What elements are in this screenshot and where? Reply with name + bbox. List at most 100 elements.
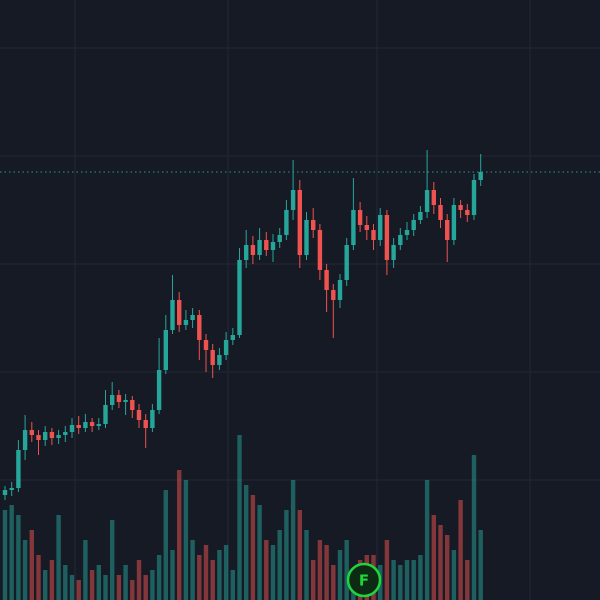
candle-body (16, 450, 21, 488)
volume-bar (398, 565, 403, 600)
candle-body (384, 215, 390, 260)
candle-layer (2, 150, 483, 500)
volume-bar (103, 575, 108, 600)
candle-body (357, 210, 363, 225)
volume-bar (404, 560, 410, 600)
volume-bar (304, 530, 309, 600)
volume-bar (123, 565, 128, 600)
candle-body (56, 435, 61, 438)
volume-bar (177, 470, 182, 600)
candle-body (331, 290, 336, 300)
candle-body (156, 370, 162, 410)
volume-bar (384, 540, 390, 600)
volume-bar (110, 520, 115, 600)
event-marker[interactable]: F (346, 562, 382, 598)
volume-bar (290, 480, 296, 600)
marker-label[interactable]: F (359, 572, 369, 590)
candle-body (22, 430, 28, 450)
volume-bar (284, 510, 289, 600)
volume-bar (89, 570, 95, 600)
candle-body (424, 190, 430, 212)
candle-body (451, 205, 457, 240)
volume-bar (411, 560, 416, 600)
volume-bar (391, 560, 396, 600)
candle-body (284, 210, 289, 235)
candle-body (83, 422, 88, 428)
candle-body (230, 335, 235, 340)
candle-body (311, 220, 316, 230)
candle-body (351, 210, 356, 245)
candle-body (478, 172, 483, 180)
volume-bar (96, 565, 101, 600)
marker-circle[interactable] (346, 562, 382, 598)
candle-body (63, 432, 68, 435)
volume-bar (458, 500, 463, 600)
candle-body (43, 432, 48, 440)
volume-bar (69, 575, 75, 600)
volume-bar (156, 555, 162, 600)
volume-bar (250, 495, 256, 600)
candle-body (143, 420, 148, 428)
candle-body (103, 405, 108, 424)
volume-bar (36, 555, 41, 600)
volume-bar (244, 485, 249, 600)
volume-bar (331, 565, 336, 600)
volume-bar (203, 545, 209, 600)
candle-body (438, 205, 443, 220)
candle-body (244, 245, 249, 260)
volume-bar (478, 530, 483, 600)
candle-body (183, 320, 189, 325)
volume-bar (63, 565, 68, 600)
candle-body (378, 215, 383, 240)
volume-bar (2, 510, 8, 600)
volume-bar (217, 550, 222, 600)
volume-bar (197, 555, 202, 600)
candle-body (9, 488, 14, 490)
candle-body (123, 400, 128, 402)
candle-body (223, 340, 229, 355)
candle-body (237, 260, 242, 335)
horizontal-grid (0, 47, 600, 481)
volume-bar (465, 560, 470, 600)
volume-bar (237, 435, 242, 600)
candle-body (290, 190, 296, 210)
volume-bar (170, 550, 175, 600)
volume-bar (43, 570, 48, 600)
volume-bar (56, 515, 61, 600)
candle-body (317, 230, 323, 270)
volume-bar (9, 505, 14, 600)
candle-body (116, 395, 122, 402)
volume-bar (431, 515, 436, 600)
volume-bar (76, 580, 81, 600)
candle-body (49, 432, 55, 438)
volume-bar (424, 480, 430, 600)
volume-bar (337, 550, 343, 600)
volume-bar (210, 560, 215, 600)
vertical-grid (74, 0, 531, 600)
volume-bar (445, 535, 450, 600)
candle-body (110, 395, 115, 405)
candle-body (471, 180, 477, 215)
candle-body (364, 225, 369, 230)
volume-bar (451, 550, 457, 600)
candle-body (190, 315, 195, 320)
candle-body (29, 430, 34, 435)
volume-bar (344, 540, 349, 600)
candle-body (404, 230, 410, 235)
volume-bar (297, 510, 302, 600)
volume-bar (264, 540, 269, 600)
volume-bar (311, 560, 316, 600)
candle-body (270, 242, 276, 250)
candle-body (96, 424, 101, 426)
candle-body (150, 410, 155, 428)
candle-body (163, 330, 168, 370)
volume-bar (150, 570, 155, 600)
candle-body (264, 240, 269, 250)
candle-body (324, 270, 329, 290)
candle-body (431, 190, 436, 205)
volume-bar (130, 580, 135, 600)
volume-bar (230, 570, 235, 600)
volume-bar (277, 530, 282, 600)
